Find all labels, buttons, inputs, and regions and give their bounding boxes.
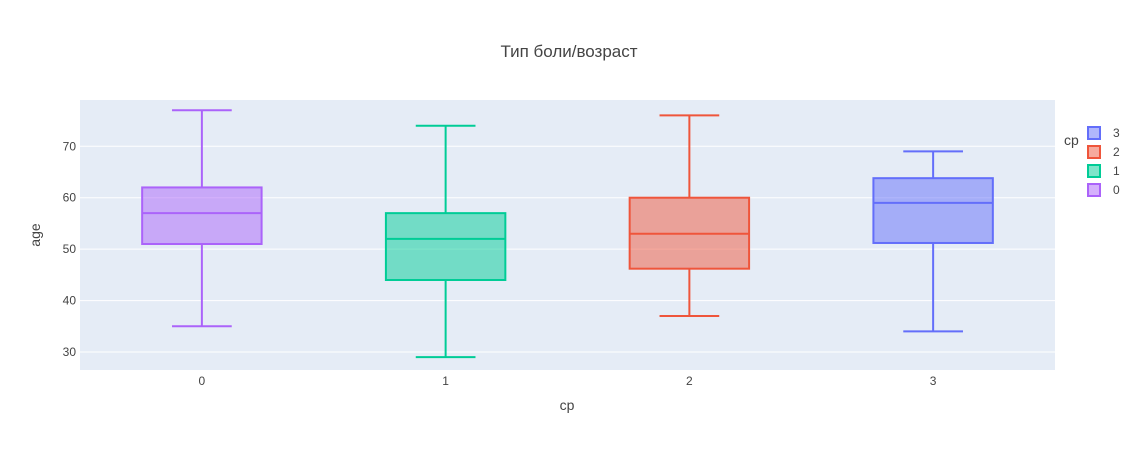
x-tick-label: 1 bbox=[442, 374, 449, 388]
legend-swatch bbox=[1087, 164, 1101, 178]
legend-item-2: 2 bbox=[1087, 145, 1120, 159]
y-tick-label: 70 bbox=[63, 139, 77, 153]
legend-label: 0 bbox=[1113, 183, 1120, 197]
legend-swatch bbox=[1087, 145, 1101, 159]
legend-swatch bbox=[1087, 126, 1101, 140]
x-tick-labels: 0 1 2 3 bbox=[199, 374, 937, 388]
y-tick-label: 40 bbox=[63, 294, 77, 308]
legend-item-1: 1 bbox=[1087, 164, 1120, 178]
legend-item-3: 3 bbox=[1087, 126, 1120, 140]
box-series-1 bbox=[384, 124, 507, 359]
box-series-3 bbox=[872, 150, 994, 333]
x-tick-label: 0 bbox=[199, 374, 206, 388]
y-tick-label: 50 bbox=[63, 242, 77, 256]
chart-title: Тип боли/возраст bbox=[500, 42, 637, 61]
y-tick-labels: 30 40 50 60 70 bbox=[63, 139, 77, 359]
iqr-box bbox=[384, 212, 507, 281]
legend-swatch bbox=[1087, 183, 1101, 197]
x-axis-title: cp bbox=[560, 397, 575, 413]
x-tick-label: 3 bbox=[930, 374, 937, 388]
legend-label: 2 bbox=[1113, 145, 1120, 159]
box-series-2 bbox=[628, 114, 751, 317]
boxes bbox=[141, 109, 994, 359]
legend-title: cp bbox=[1064, 132, 1079, 148]
legend-item-0: 0 bbox=[1087, 183, 1120, 197]
x-tick-label: 2 bbox=[686, 374, 693, 388]
y-axis-title: age bbox=[27, 223, 43, 247]
legend-label: 1 bbox=[1113, 164, 1120, 178]
y-tick-label: 30 bbox=[63, 345, 77, 359]
iqr-box bbox=[872, 177, 994, 244]
y-tick-label: 60 bbox=[63, 191, 77, 205]
iqr-box bbox=[141, 186, 263, 246]
legend: cp 3 2 1 0 bbox=[1064, 126, 1120, 197]
legend-label: 3 bbox=[1113, 126, 1120, 140]
box-series-0 bbox=[141, 109, 263, 328]
